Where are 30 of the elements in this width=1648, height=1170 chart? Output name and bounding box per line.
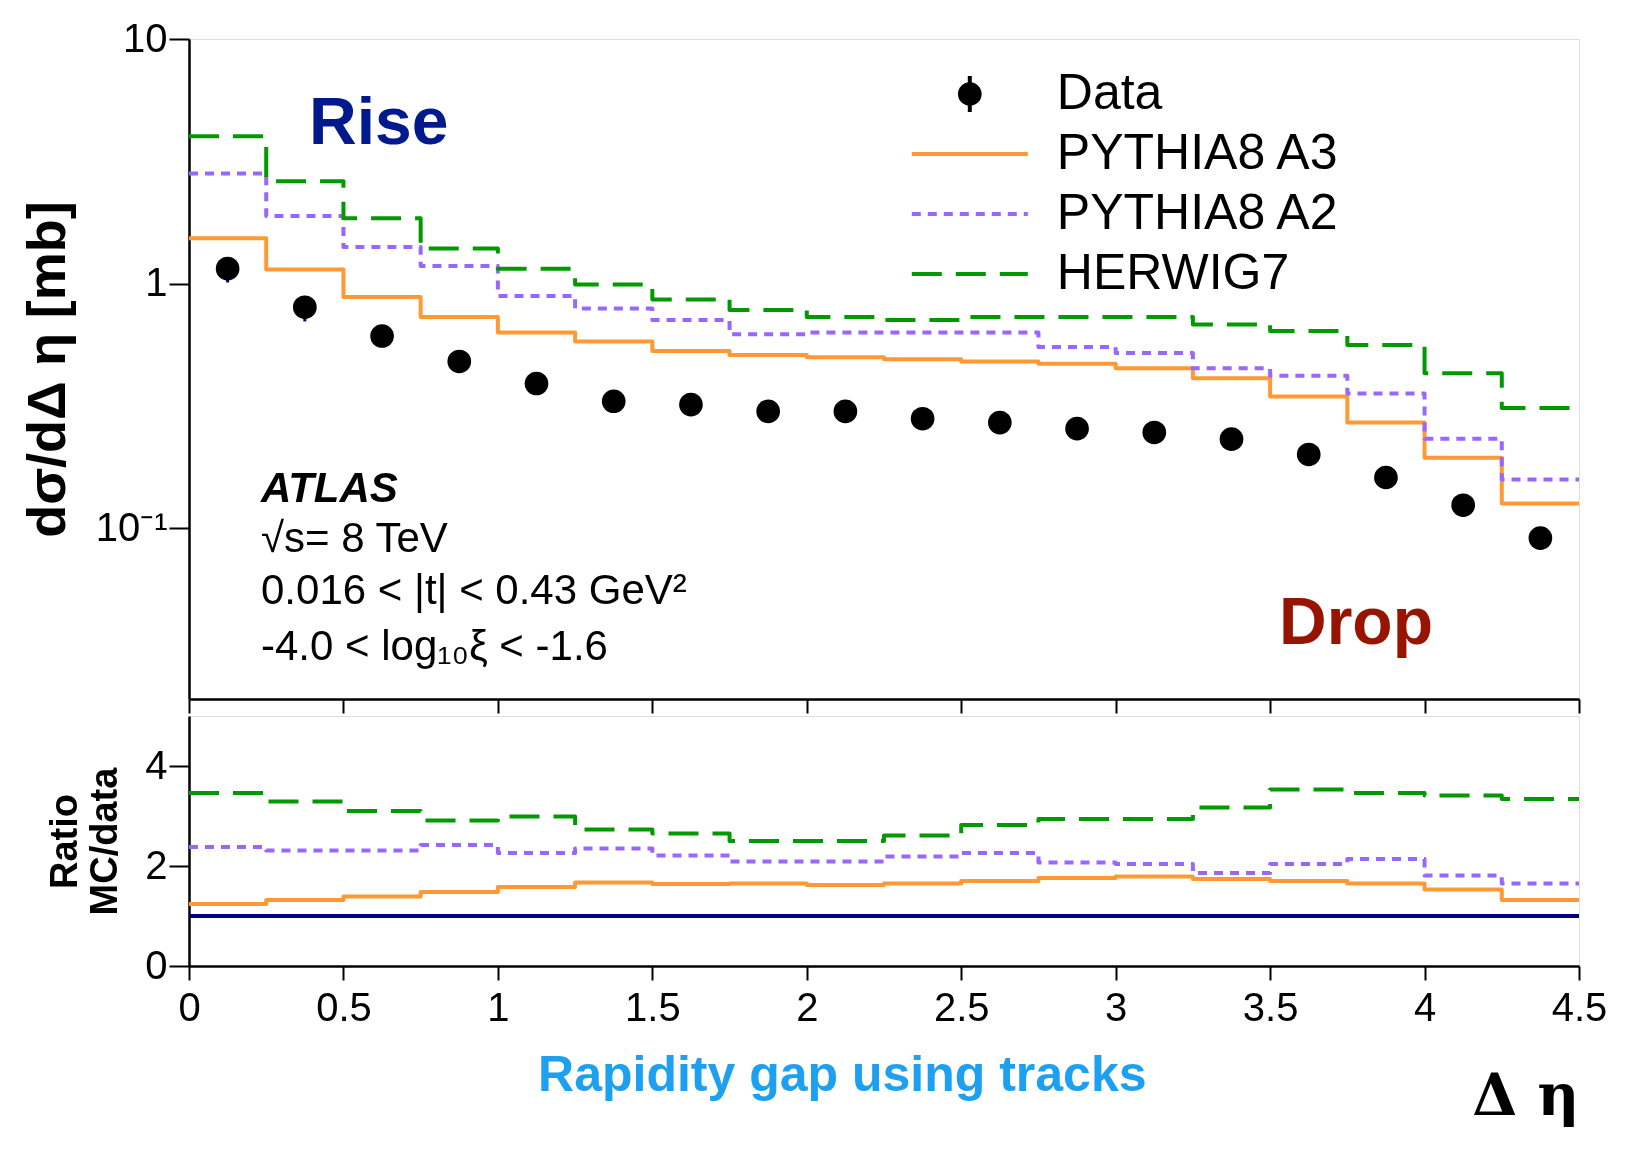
- legend-label: PYTHIA8 A2: [1056, 184, 1338, 240]
- y-tick-label: 2: [145, 842, 168, 887]
- x-tick-label: 3.5: [1242, 984, 1299, 1029]
- x-axis-title: Δ η: [1472, 1060, 1580, 1129]
- legend-label: PYTHIA8 A3: [1056, 124, 1338, 180]
- x-tick-label: 0: [178, 984, 201, 1029]
- annotation: Rise: [309, 84, 449, 158]
- y-axis-title: Ratio MC/data: [43, 766, 126, 916]
- x-tick-label: 4.5: [1551, 984, 1608, 1029]
- x-tick-label: 2: [796, 984, 819, 1029]
- y-axis-title: dσ/dΔ η [mb]: [15, 201, 76, 538]
- annotation: 0.016 < |t| < 0.43 GeV²: [261, 566, 687, 613]
- annotation: √s= 8 TeV: [261, 514, 448, 561]
- y-tick-label: 10⁻¹: [95, 504, 168, 549]
- x-tick-label: 2.5: [933, 984, 990, 1029]
- annotation: -4.0 < log₁₀ξ < -1.6: [261, 622, 608, 669]
- y-tick-label: 4: [145, 742, 168, 787]
- x-tick-label: 4: [1413, 984, 1437, 1029]
- x-tick-label: 1.5: [625, 984, 681, 1029]
- legend-label: HERWIG7: [1056, 244, 1290, 300]
- x-tick-label: 1: [487, 984, 510, 1029]
- legend-label: Data: [1056, 64, 1163, 120]
- x-tick-label: 0.5: [316, 984, 372, 1029]
- annotation: ATLAS: [260, 464, 398, 511]
- annotation: Drop: [1279, 584, 1433, 658]
- text: Rapidity gap using tracks: [538, 1046, 1147, 1102]
- y-tick-label: 1: [145, 260, 168, 305]
- y-tick-label: 10: [123, 15, 168, 60]
- y-tick-label: 0: [145, 942, 168, 987]
- x-tick-label: 3: [1105, 984, 1128, 1029]
